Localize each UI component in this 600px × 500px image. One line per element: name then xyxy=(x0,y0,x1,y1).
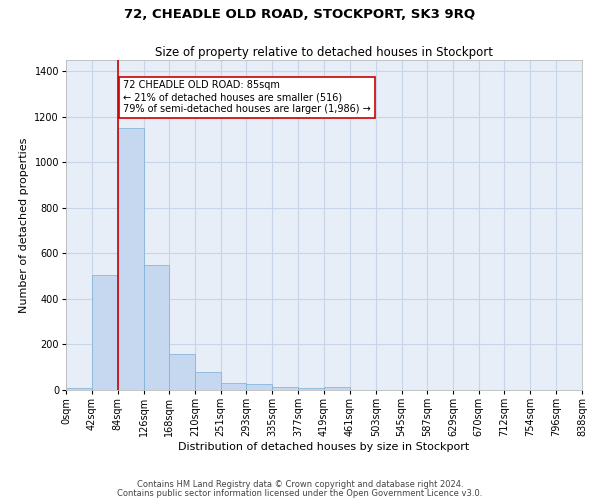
Text: Contains public sector information licensed under the Open Government Licence v3: Contains public sector information licen… xyxy=(118,488,482,498)
Bar xyxy=(247,384,272,390)
Y-axis label: Number of detached properties: Number of detached properties xyxy=(19,138,29,312)
Bar xyxy=(143,266,169,390)
X-axis label: Distribution of detached houses by size in Stockport: Distribution of detached houses by size … xyxy=(178,442,470,452)
Bar xyxy=(221,383,247,390)
Bar xyxy=(324,387,350,390)
Text: 72 CHEADLE OLD ROAD: 85sqm
← 21% of detached houses are smaller (516)
79% of sem: 72 CHEADLE OLD ROAD: 85sqm ← 21% of deta… xyxy=(123,80,371,114)
Text: Contains HM Land Registry data © Crown copyright and database right 2024.: Contains HM Land Registry data © Crown c… xyxy=(137,480,463,489)
Bar xyxy=(66,388,92,390)
Text: 72, CHEADLE OLD ROAD, STOCKPORT, SK3 9RQ: 72, CHEADLE OLD ROAD, STOCKPORT, SK3 9RQ xyxy=(124,8,476,20)
Title: Size of property relative to detached houses in Stockport: Size of property relative to detached ho… xyxy=(155,46,493,59)
Bar xyxy=(92,275,118,390)
Bar xyxy=(272,387,298,390)
Bar xyxy=(298,388,324,390)
Bar xyxy=(118,128,143,390)
Bar xyxy=(169,354,196,390)
Bar xyxy=(196,372,221,390)
